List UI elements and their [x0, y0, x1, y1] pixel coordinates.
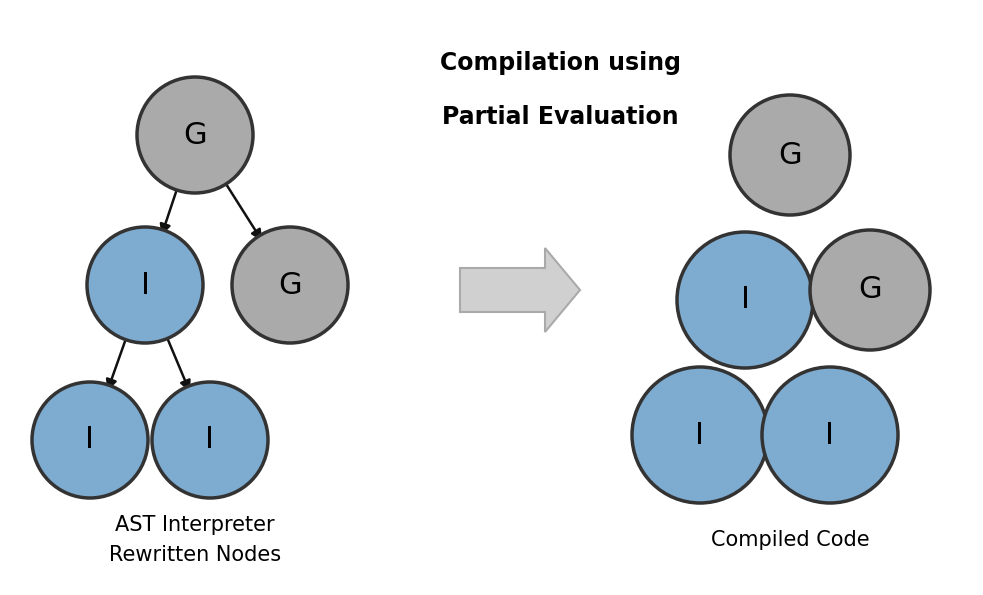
Circle shape — [810, 230, 930, 350]
Circle shape — [32, 382, 148, 498]
Circle shape — [677, 232, 813, 368]
Text: I: I — [141, 271, 149, 299]
Text: Partial Evaluation: Partial Evaluation — [441, 105, 678, 129]
Text: Compiled Code: Compiled Code — [711, 530, 869, 550]
Circle shape — [232, 227, 348, 343]
Text: I: I — [740, 286, 749, 315]
Text: I: I — [826, 421, 835, 449]
Circle shape — [152, 382, 268, 498]
Text: I: I — [86, 425, 94, 455]
Circle shape — [137, 77, 253, 193]
Text: G: G — [278, 271, 302, 299]
Text: Compilation using: Compilation using — [439, 51, 680, 75]
Text: I: I — [205, 425, 214, 455]
Text: G: G — [779, 140, 802, 170]
Circle shape — [632, 367, 768, 503]
Text: G: G — [183, 121, 206, 149]
Circle shape — [762, 367, 898, 503]
Text: G: G — [858, 275, 882, 305]
Circle shape — [87, 227, 203, 343]
Circle shape — [730, 95, 850, 215]
Text: AST Interpreter
Rewritten Nodes: AST Interpreter Rewritten Nodes — [109, 515, 281, 565]
Text: I: I — [696, 421, 705, 449]
Polygon shape — [460, 248, 580, 332]
